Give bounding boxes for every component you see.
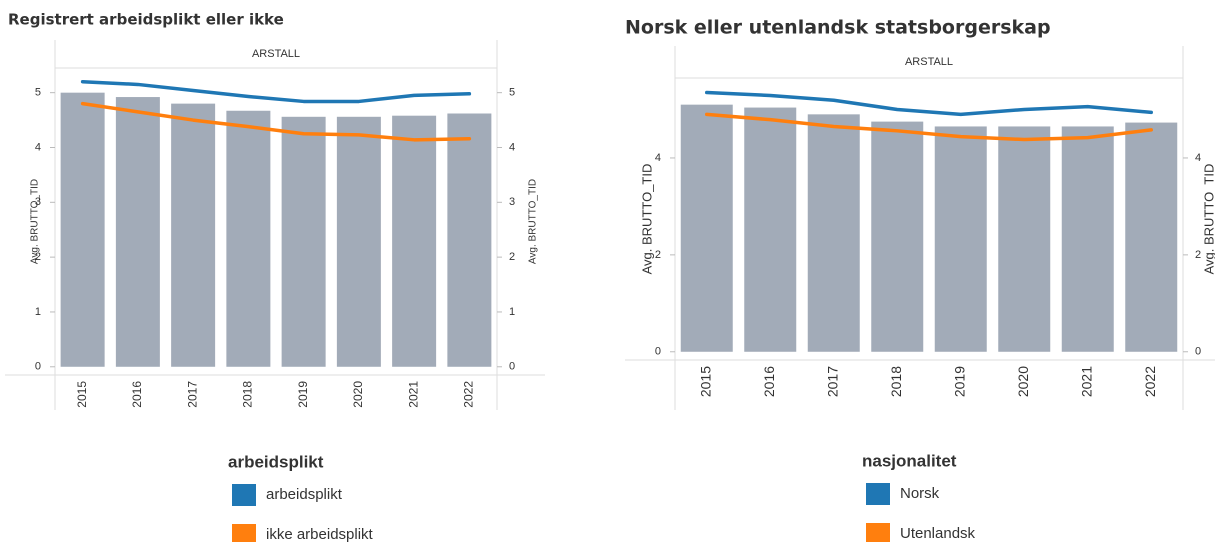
legend-label: Norsk — [900, 485, 940, 502]
y-tick-label: 3 — [35, 196, 41, 208]
line-series — [705, 112, 1153, 142]
x-tick-label: 2015 — [75, 381, 89, 408]
x-tick-label: 2018 — [888, 366, 904, 397]
legend-label: Utenlandsk — [900, 525, 976, 542]
x-tick-label: 2019 — [951, 366, 967, 397]
y-tick-label: 2 — [35, 251, 41, 263]
x-tick-label: 2021 — [406, 381, 420, 408]
y-axis-title: Avg. BRUTTO_TID — [639, 164, 654, 275]
line-series — [80, 79, 472, 104]
bar — [392, 115, 437, 367]
legend-swatch — [232, 484, 256, 506]
bar — [226, 110, 271, 367]
y2-tick-label: 5 — [509, 87, 515, 99]
legend-swatch — [866, 483, 890, 505]
y-tick-label: 2 — [655, 249, 661, 261]
bar — [1061, 126, 1114, 352]
bar — [680, 104, 733, 352]
bar — [871, 121, 924, 352]
y2-tick-label: 3 — [509, 196, 515, 208]
x-tick-label: 2017 — [185, 381, 199, 408]
y-tick-label: 4 — [655, 152, 661, 164]
line-series — [80, 101, 472, 142]
legend-title: nasjonalitet — [862, 451, 957, 470]
legend-swatch — [866, 523, 890, 542]
x-tick-label: 2016 — [761, 366, 777, 397]
bar — [744, 107, 797, 352]
x-tick-label: 2021 — [1078, 366, 1094, 397]
y2-tick-label: 1 — [509, 306, 515, 318]
y2-tick-label: 4 — [1195, 152, 1201, 164]
x-tick-label: 2022 — [462, 381, 476, 408]
bar — [447, 113, 492, 367]
bar — [281, 116, 326, 367]
bar — [115, 97, 160, 367]
y2-tick-label: 2 — [1195, 249, 1201, 261]
x-tick-label: 2022 — [1142, 366, 1158, 397]
legend-title: arbeidsplikt — [228, 452, 324, 471]
chart-title: Registrert arbeidsplikt eller ikke — [8, 11, 284, 29]
y-tick-label: 0 — [655, 346, 661, 358]
x-tick-label: 2017 — [824, 366, 840, 397]
x-tick-label: 2018 — [241, 381, 255, 408]
x-tick-label: 2015 — [697, 366, 713, 397]
bar — [807, 114, 860, 352]
bar — [171, 103, 216, 367]
x-tick-label: 2016 — [130, 381, 144, 408]
y-axis-title: Avg. BRUTTO_TID — [30, 179, 41, 264]
bar — [1125, 122, 1178, 352]
x-axis-title: ARSTALL — [905, 56, 953, 68]
legend-swatch — [232, 524, 256, 542]
x-axis-title: ARSTALL — [252, 48, 300, 60]
y2-axis-title: Avg. BRUTTO_TID — [1201, 164, 1215, 275]
y-tick-label: 5 — [35, 87, 41, 99]
chart: Registrert arbeidsplikt eller ikke ARSTAL… — [5, 11, 545, 542]
y-tick-label: 4 — [35, 141, 41, 153]
bar — [998, 126, 1051, 352]
y2-tick-label: 4 — [509, 141, 515, 153]
y2-tick-label: 0 — [509, 361, 515, 373]
y-tick-label: 0 — [35, 361, 41, 373]
y2-tick-label: 0 — [1195, 346, 1201, 358]
legend-label: arbeidsplikt — [266, 486, 343, 503]
y-tick-label: 1 — [35, 306, 41, 318]
chart: Norsk eller utenlandsk statsborgerskap AR… — [625, 17, 1215, 542]
bar — [934, 126, 987, 352]
y2-tick-label: 2 — [509, 251, 515, 263]
line-series — [705, 90, 1153, 117]
y2-axis-title: Avg. BRUTTO_TID — [528, 179, 539, 264]
bar — [60, 92, 105, 367]
x-tick-label: 2020 — [1015, 366, 1031, 397]
x-tick-label: 2020 — [351, 381, 365, 408]
legend-label: ikke arbeidsplikt — [266, 526, 374, 542]
bar — [336, 116, 381, 367]
chart-title: Norsk eller utenlandsk statsborgerskap — [625, 17, 1051, 39]
x-tick-label: 2019 — [296, 381, 310, 408]
